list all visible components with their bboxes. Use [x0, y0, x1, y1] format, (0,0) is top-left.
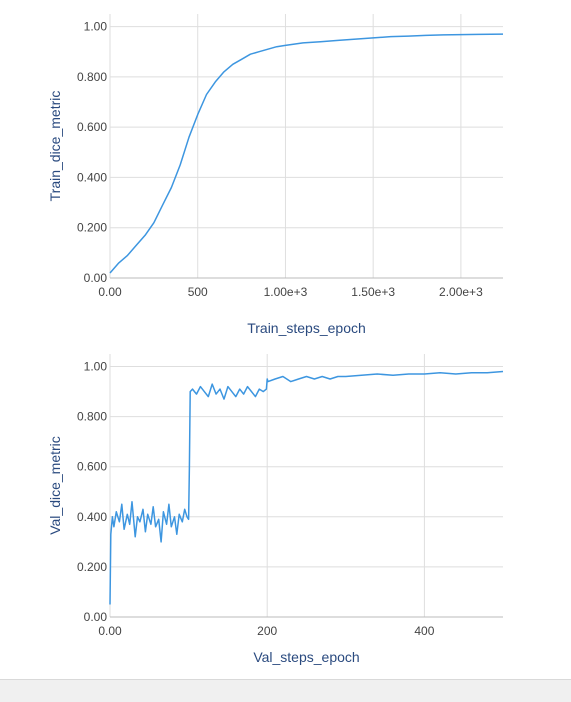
train-y-ticks: 0.00 0.200 0.400 0.600 0.800 1.00	[77, 20, 107, 285]
x-tick-label: 1.50e+3	[351, 285, 395, 299]
val-y-axis-title: Val_dice_metric	[47, 436, 63, 535]
y-tick-label: 0.00	[84, 610, 108, 624]
train-y-axis-title: Train_dice_metric	[47, 91, 63, 202]
x-tick-label: 2.00e+3	[439, 285, 483, 299]
val-y-ticks: 0.00 0.200 0.400 0.600 0.800 1.00	[77, 360, 107, 624]
x-tick-label: 200	[257, 624, 277, 638]
train-grid	[109, 14, 503, 279]
val-grid	[109, 354, 503, 618]
y-tick-label: 0.400	[77, 170, 107, 184]
val-x-ticks: 0.00 200 400	[98, 624, 434, 638]
charts-canvas: 0.00 0.200 0.400 0.600 0.800 1.00 0.00 500 1.00…	[47, 14, 504, 665]
y-tick-label: 0.00	[84, 271, 108, 285]
x-tick-label: 400	[414, 624, 434, 638]
x-tick-label: 1.00e+3	[264, 285, 308, 299]
x-tick-label: 0.00	[98, 285, 122, 299]
y-tick-label: 1.00	[84, 20, 108, 34]
y-tick-label: 0.800	[77, 70, 107, 84]
y-tick-label: 0.200	[77, 560, 107, 574]
train-dice-chart: 0.00 0.200 0.400 0.600 0.800 1.00 0.00 500 1.00…	[47, 14, 504, 336]
bottom-status-bar	[0, 679, 571, 702]
val-series	[109, 370, 504, 605]
val-plot-area	[110, 354, 503, 617]
train-series	[109, 33, 504, 274]
train-x-ticks: 0.00 500 1.00e+3 1.50e+3 2.00e+3	[98, 285, 483, 299]
series-line	[109, 370, 504, 605]
y-tick-label: 1.00	[84, 360, 108, 374]
x-tick-label: 500	[188, 285, 208, 299]
x-tick-label: 0.00	[98, 624, 122, 638]
y-tick-label: 0.800	[77, 410, 107, 424]
train-x-axis-title: Train_steps_epoch	[247, 320, 366, 336]
y-tick-label: 0.400	[77, 510, 107, 524]
y-tick-label: 0.200	[77, 221, 107, 235]
val-x-axis-title: Val_steps_epoch	[253, 649, 359, 665]
series-line	[109, 33, 504, 274]
y-tick-label: 0.600	[77, 460, 107, 474]
y-tick-label: 0.600	[77, 120, 107, 134]
train-plot-area	[110, 14, 503, 278]
